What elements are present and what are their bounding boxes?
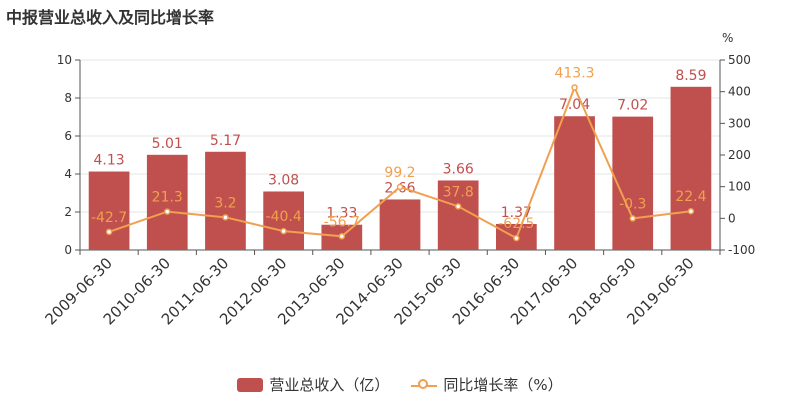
growth-value-label: -0.3 xyxy=(619,196,646,212)
legend-line-swatch-icon xyxy=(411,378,438,392)
growth-point xyxy=(338,233,346,240)
bar xyxy=(263,191,304,250)
y-left-tick-label: 2 xyxy=(64,205,72,219)
growth-value-label: 21.3 xyxy=(152,190,183,206)
y-left-tick-label: 0 xyxy=(64,243,72,257)
bar xyxy=(554,116,595,251)
y-right-tick-label: 300 xyxy=(728,116,751,130)
growth-point xyxy=(164,208,171,215)
growth-point xyxy=(687,207,695,215)
growth-value-label: 99.2 xyxy=(384,165,415,181)
bar xyxy=(437,180,479,250)
y-left-tick-label: 6 xyxy=(64,129,72,143)
bar-value-label: 3.08 xyxy=(268,172,299,188)
growth-point xyxy=(222,214,229,221)
bar xyxy=(146,154,188,250)
y-right-tick-label: 500 xyxy=(728,53,751,67)
chart-title: 中报营业总收入及同比增长率 xyxy=(6,8,215,27)
y-right-tick-label: 400 xyxy=(728,85,751,99)
growth-value-label: 22.4 xyxy=(675,189,706,205)
bar-value-label: 8.59 xyxy=(675,68,706,84)
y-right-tick-label: 0 xyxy=(728,211,736,225)
legend-item-growth[interactable]: 同比增长率（%） xyxy=(411,374,563,395)
growth-value-label: 413.3 xyxy=(554,65,594,81)
y-left-tick-label: 4 xyxy=(64,167,72,181)
bar xyxy=(612,116,654,251)
legend-label-growth: 同比增长率（%） xyxy=(443,376,563,394)
bar-value-label: 7.02 xyxy=(617,98,648,114)
bar-value-label: 5.01 xyxy=(152,136,183,152)
growth-value-label: 37.8 xyxy=(443,184,474,200)
bar xyxy=(670,86,712,250)
growth-point xyxy=(280,227,287,235)
bar-value-label: 5.17 xyxy=(210,133,241,149)
legend-label-revenue: 营业总收入（亿） xyxy=(269,376,390,394)
bar xyxy=(379,199,421,250)
growth-value-label: -62.5 xyxy=(498,216,534,232)
y-left-tick-label: 10 xyxy=(57,53,72,67)
bar-value-label: 1.33 xyxy=(326,206,357,222)
y-left-tick-label: 8 xyxy=(64,91,72,105)
growth-value-label: -42.7 xyxy=(91,210,127,226)
bar-value-label: 3.66 xyxy=(443,161,474,177)
legend-item-revenue[interactable]: 营业总收入（亿） xyxy=(237,374,389,395)
growth-point xyxy=(396,183,404,191)
bar xyxy=(88,171,130,250)
growth-value-label: -56.7 xyxy=(324,214,360,230)
growth-point xyxy=(454,203,462,210)
y-right-tick-label: 200 xyxy=(728,148,751,162)
y-right-tick-label: -100 xyxy=(728,243,755,257)
growth-value-label: -40.4 xyxy=(266,209,302,225)
growth-point xyxy=(571,84,578,91)
growth-point xyxy=(629,215,636,222)
growth-point xyxy=(513,234,520,242)
growth-value-label: 3.2 xyxy=(214,195,236,211)
legend: 营业总收入（亿） 同比增长率（%） xyxy=(0,374,800,395)
y-right-unit: % xyxy=(722,31,733,45)
legend-bar-swatch-icon xyxy=(237,377,264,392)
bar-value-label: 4.13 xyxy=(94,153,125,169)
bar xyxy=(205,151,246,250)
y-right-tick-label: 100 xyxy=(728,180,751,194)
growth-point xyxy=(105,228,113,236)
